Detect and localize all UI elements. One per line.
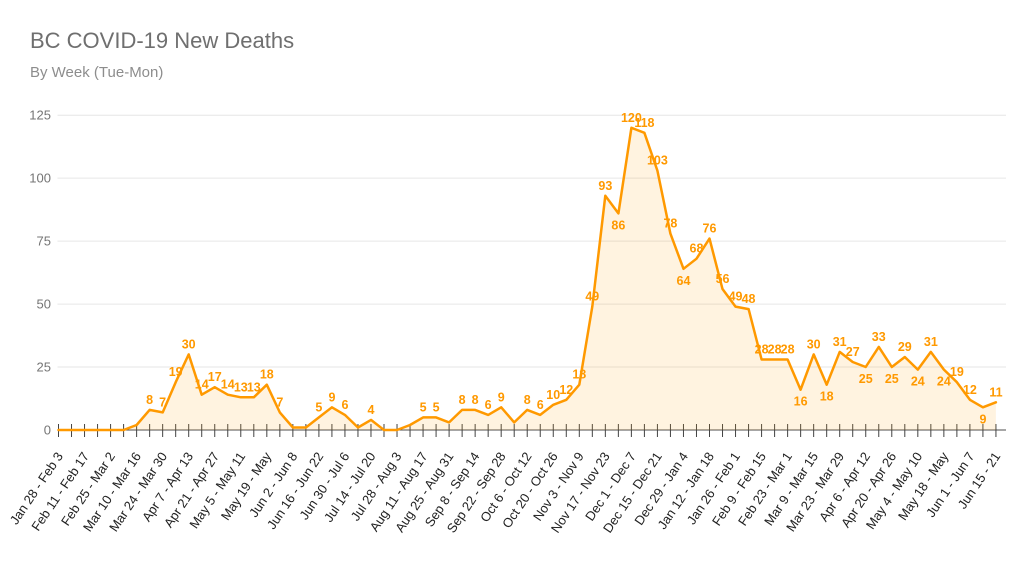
point-label: 8 bbox=[146, 393, 153, 407]
point-label: 76 bbox=[703, 222, 717, 236]
point-label: 24 bbox=[937, 375, 951, 389]
point-label: 9 bbox=[979, 412, 986, 426]
point-label: 93 bbox=[598, 179, 612, 193]
y-axis-labels: 0 25 50 75 100 125 bbox=[29, 108, 51, 438]
point-label: 19 bbox=[950, 365, 964, 379]
point-label: 5 bbox=[420, 400, 427, 414]
point-label: 18 bbox=[820, 390, 834, 404]
point-label: 7 bbox=[276, 395, 283, 409]
point-label: 10 bbox=[546, 388, 560, 402]
y-axis-label: 25 bbox=[37, 360, 51, 375]
point-label: 12 bbox=[559, 383, 573, 397]
point-label: 18 bbox=[572, 368, 586, 382]
chart-title: BC COVID-19 New Deaths bbox=[30, 28, 295, 53]
point-label: 31 bbox=[924, 335, 938, 349]
point-label: 14 bbox=[195, 378, 209, 392]
point-label: 6 bbox=[537, 398, 544, 412]
point-label: 7 bbox=[159, 395, 166, 409]
point-label: 86 bbox=[611, 218, 625, 232]
point-label: 68 bbox=[690, 242, 704, 256]
point-label: 9 bbox=[328, 390, 335, 404]
point-label: 14 bbox=[221, 378, 235, 392]
point-label: 8 bbox=[459, 393, 466, 407]
point-label: 120 bbox=[621, 111, 642, 125]
point-label: 17 bbox=[208, 370, 222, 384]
point-label: 8 bbox=[472, 393, 479, 407]
point-label: 27 bbox=[846, 345, 860, 359]
point-label: 78 bbox=[663, 217, 677, 231]
y-axis-label: 75 bbox=[37, 234, 51, 249]
point-label: 18 bbox=[260, 368, 274, 382]
point-label: 49 bbox=[729, 290, 743, 304]
y-axis-label: 125 bbox=[29, 108, 51, 123]
point-label: 30 bbox=[807, 337, 821, 351]
point-label: 28 bbox=[755, 342, 769, 356]
y-axis-label: 50 bbox=[37, 297, 51, 312]
y-axis-label: 0 bbox=[44, 423, 51, 438]
point-label: 25 bbox=[859, 372, 873, 386]
point-label: 12 bbox=[963, 383, 977, 397]
point-label: 16 bbox=[794, 395, 808, 409]
point-label: 8 bbox=[524, 393, 531, 407]
point-label: 28 bbox=[781, 342, 795, 356]
point-label: 29 bbox=[898, 340, 912, 354]
point-label: 4 bbox=[368, 403, 375, 417]
point-label: 13 bbox=[234, 380, 248, 394]
point-label: 19 bbox=[169, 365, 183, 379]
area-fill bbox=[58, 127, 996, 431]
point-label: 49 bbox=[585, 290, 599, 304]
point-label: 5 bbox=[433, 400, 440, 414]
series-line bbox=[57, 126, 998, 432]
point-label: 13 bbox=[247, 380, 261, 394]
point-label: 48 bbox=[742, 292, 756, 306]
point-label: 64 bbox=[677, 274, 691, 288]
point-label: 9 bbox=[498, 390, 505, 404]
point-label: 33 bbox=[872, 330, 886, 344]
point-label: 103 bbox=[647, 154, 668, 168]
point-label: 56 bbox=[716, 272, 730, 286]
point-label: 24 bbox=[911, 375, 925, 389]
point-label: 5 bbox=[315, 400, 322, 414]
point-label: 31 bbox=[833, 335, 847, 349]
point-label: 6 bbox=[485, 398, 492, 412]
y-gridlines bbox=[57, 114, 1006, 368]
point-label: 6 bbox=[341, 398, 348, 412]
point-label: 25 bbox=[885, 372, 899, 386]
point-label: 30 bbox=[182, 337, 196, 351]
chart-subtitle: By Week (Tue-Mon) bbox=[30, 64, 164, 81]
point-label: 28 bbox=[768, 342, 782, 356]
point-label: 11 bbox=[989, 385, 1002, 399]
point-label: 118 bbox=[634, 116, 654, 130]
y-axis-label: 100 bbox=[29, 171, 51, 186]
